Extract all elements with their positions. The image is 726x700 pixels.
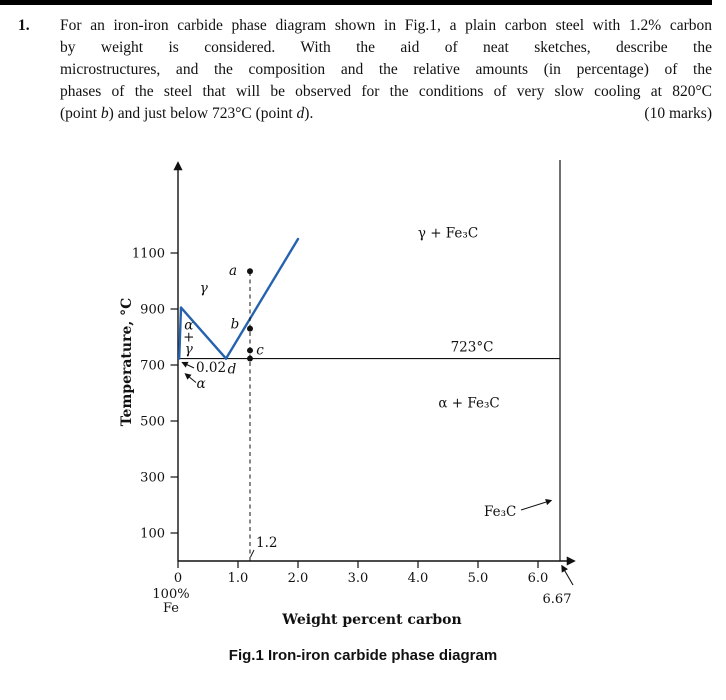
phase-diagram-figure: 100 300 500 700 900 1100 0 1.0 2.0 3.0 4.0 5.0 6.0 10… bbox=[0, 145, 726, 664]
y-tick-label: 100 bbox=[140, 527, 165, 542]
y-tick-label: 500 bbox=[140, 415, 165, 430]
point-b-italic: b bbox=[100, 105, 109, 122]
question-line: (point b) and just below 723°C (point d)… bbox=[60, 105, 314, 122]
figure-caption: Fig.1 Iron-iron carbide phase diagram bbox=[228, 647, 498, 664]
y-tick-label: 900 bbox=[140, 303, 165, 318]
question-number: 1. bbox=[18, 17, 30, 34]
phase-diagram-svg: 100 300 500 700 900 1100 0 1.0 2.0 3.0 4.0 5.0 6.0 10… bbox=[119, 160, 576, 628]
point-label-a: a bbox=[229, 263, 237, 279]
document-page: 1. For an iron-iron carbide phase diagra… bbox=[0, 0, 726, 664]
point-d-italic: d bbox=[296, 105, 305, 122]
x-tick-label: 6.0 bbox=[528, 571, 549, 586]
eutectoid-label: 723°C bbox=[451, 340, 494, 356]
point-label-b: b bbox=[231, 317, 240, 333]
x-tick-label: 5.0 bbox=[468, 571, 489, 586]
x-axis-label: Weight percent carbon bbox=[281, 612, 461, 628]
question-line: phases of the steel that will be observe… bbox=[60, 83, 712, 100]
region-label: γ bbox=[200, 281, 209, 297]
question-last-line: (point b) and just below 723°C (point d)… bbox=[60, 103, 712, 125]
callout-label: Fe₃C bbox=[484, 504, 516, 520]
x-end-label: 6.67 bbox=[543, 592, 572, 607]
y-tick-label: 700 bbox=[140, 359, 165, 374]
x-tick-label: 4.0 bbox=[408, 571, 429, 586]
x-tick-label: 0 bbox=[174, 571, 182, 586]
question-line: by weight is considered. With the aid of… bbox=[60, 39, 712, 56]
point-label-c: c bbox=[256, 342, 264, 358]
y-tick-label: 300 bbox=[140, 471, 165, 486]
x-tick-label: 2.0 bbox=[288, 571, 309, 586]
scan-edge-artifact bbox=[0, 0, 712, 5]
region-label: α + Fe₃C bbox=[438, 395, 499, 411]
region-label: γ + Fe₃C bbox=[418, 225, 478, 241]
region-label: α bbox=[184, 317, 193, 333]
phase-boundary bbox=[178, 306, 183, 360]
marks-label: (10 marks) bbox=[644, 105, 712, 122]
region-label: γ bbox=[185, 342, 194, 358]
origin-sublabel: Fe bbox=[163, 601, 179, 616]
x-tick-label: 1.0 bbox=[228, 571, 249, 586]
point-d bbox=[247, 355, 253, 362]
y-tick-label: 1100 bbox=[132, 247, 165, 262]
point-b bbox=[247, 325, 253, 332]
composition-label: 1.2 bbox=[256, 535, 277, 551]
question-text: For an iron-iron carbide phase diagram s… bbox=[60, 15, 712, 125]
x-tick-label: 3.0 bbox=[348, 571, 369, 586]
region-label: + bbox=[183, 330, 194, 346]
phase-boundary bbox=[179, 306, 228, 360]
origin-sublabel: 100% bbox=[152, 587, 189, 602]
callout-label: 0.02 bbox=[196, 360, 226, 376]
callout-label: α bbox=[196, 376, 205, 392]
question-block: 1. For an iron-iron carbide phase diagra… bbox=[0, 5, 726, 125]
question-line: For an iron-iron carbide phase diagram s… bbox=[60, 17, 712, 34]
point-c bbox=[247, 347, 253, 354]
phase-boundary bbox=[224, 237, 300, 360]
question-line: microstructures, and the composition and… bbox=[60, 61, 712, 78]
y-axis-label: Temperature, °C bbox=[119, 298, 135, 427]
point-label-d: d bbox=[228, 362, 237, 378]
point-a bbox=[247, 268, 253, 275]
